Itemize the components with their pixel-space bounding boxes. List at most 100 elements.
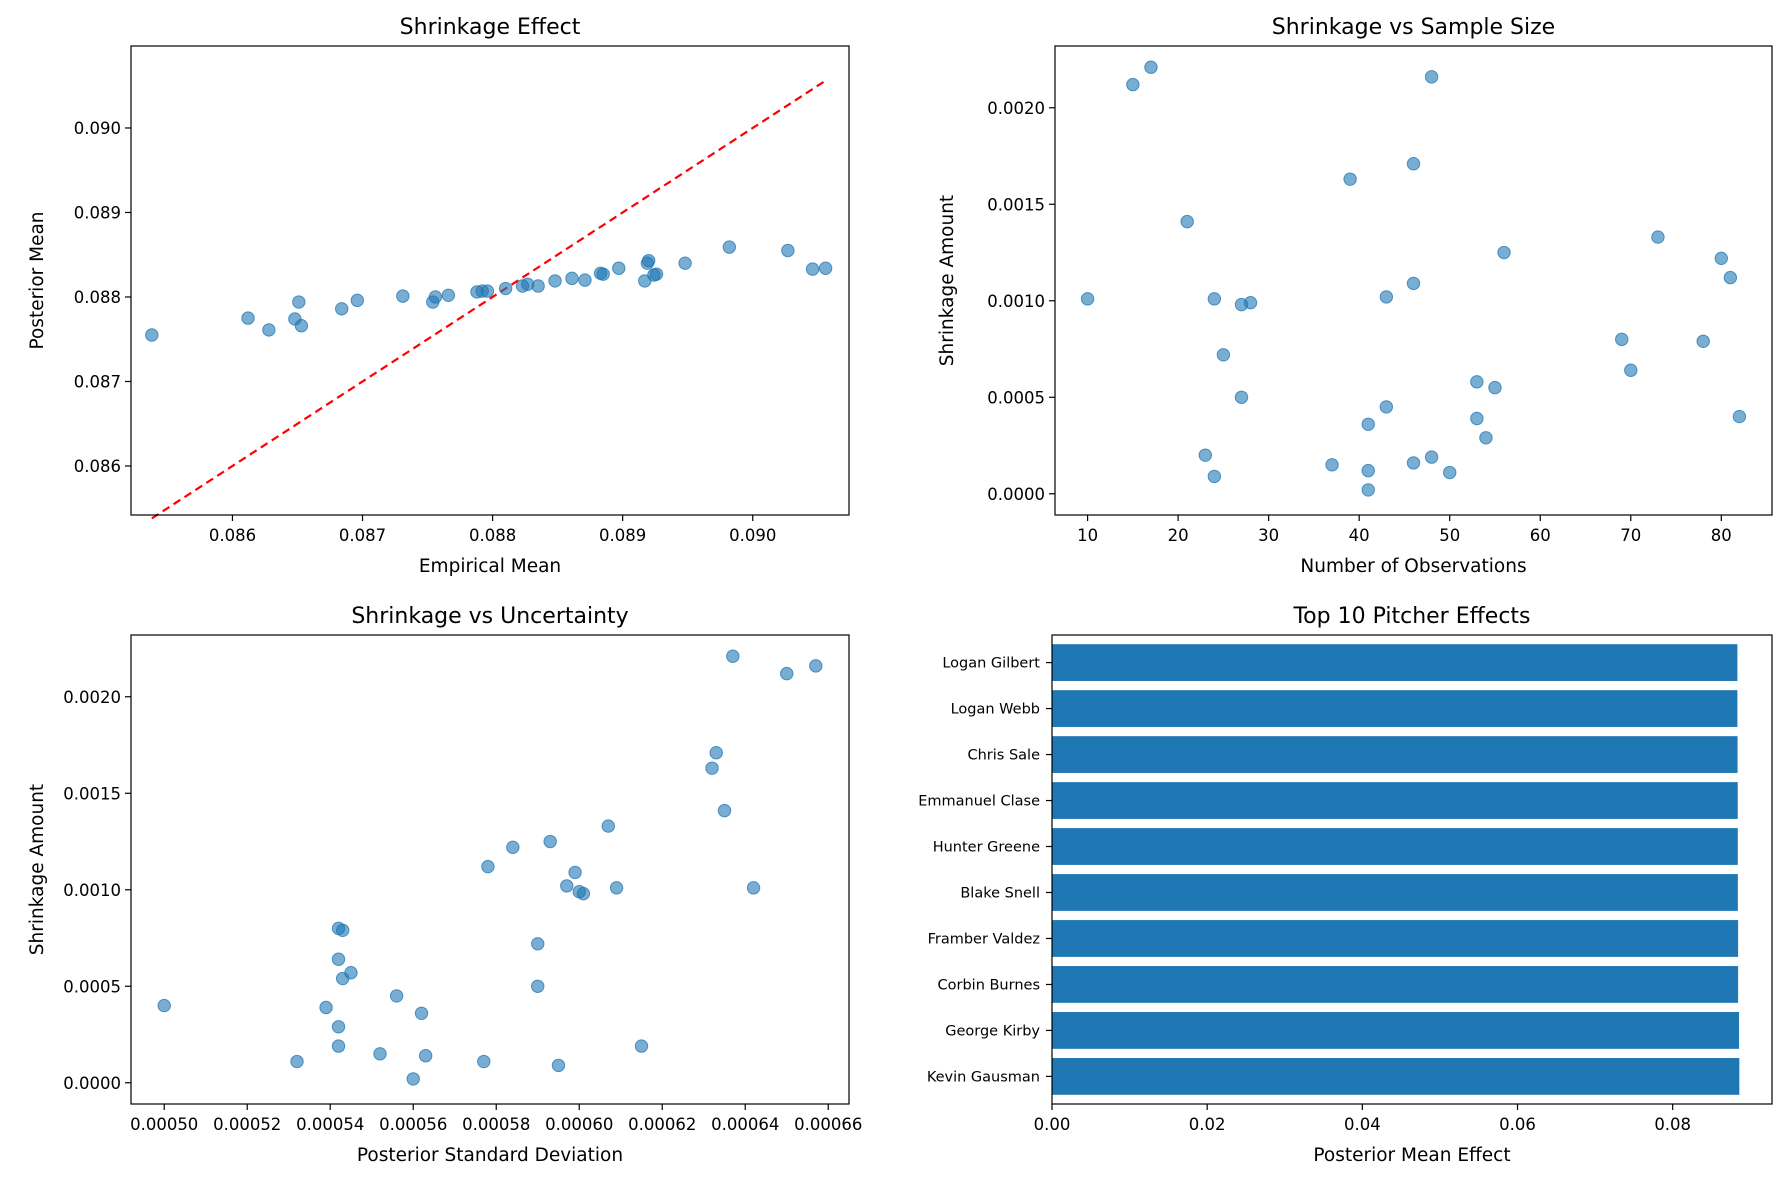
bar (1052, 736, 1738, 773)
axes-frame (130, 45, 850, 516)
y-tick-label: George Kirby (945, 1023, 1040, 1039)
x-tick-label: 0.086 (209, 526, 256, 545)
y-tick-label: 0.0015 (63, 784, 121, 803)
x-tick-label: 40 (1349, 526, 1370, 545)
data-point (1361, 417, 1375, 431)
data-point (565, 271, 579, 286)
data-point (1234, 390, 1249, 404)
data-point (641, 253, 656, 268)
x-tick-label: 0.08 (1654, 1115, 1691, 1134)
data-point (319, 1000, 333, 1015)
x-tick-label: 0.00054 (296, 1115, 364, 1134)
x-tick-label: 80 (1711, 526, 1732, 545)
y-tick-label: Logan Webb (951, 702, 1040, 718)
x-tick-label: 0.06 (1499, 1115, 1536, 1134)
bar (1052, 690, 1738, 727)
y-tick-label: 0.086 (74, 457, 121, 476)
data-point (678, 256, 692, 270)
data-point (1424, 70, 1439, 84)
x-tick-label: 0.00050 (130, 1115, 198, 1134)
chart-title: Shrinkage vs Uncertainty (351, 604, 628, 629)
data-point (568, 865, 582, 880)
data-point (1207, 292, 1222, 306)
data-point (576, 886, 591, 901)
y-tick-label: Framber Valdez (928, 931, 1040, 947)
x-tick-label: 0.00 (1034, 1115, 1071, 1134)
y-tick-label: Blake Snell (960, 885, 1040, 901)
data-point (1497, 245, 1511, 260)
data-point (1615, 332, 1629, 347)
x-tick-label: 20 (1168, 526, 1189, 545)
data-point (1651, 230, 1665, 244)
data-point (612, 261, 626, 275)
shrinkage-vs-uncertainty-panel: Shrinkage vs Uncertainty 0.00050 0.00052 0.… (27, 604, 862, 1166)
data-point (396, 289, 410, 303)
bar (1052, 644, 1738, 681)
bar (1052, 782, 1738, 819)
data-point (414, 1006, 429, 1020)
shrinkage-vs-sample-size-panel: Shrinkage vs Sample Size 10 20 30 40 50 60 70 80… (937, 15, 1773, 577)
data-point (1126, 77, 1140, 92)
data-point (1343, 172, 1357, 186)
data-point (331, 1039, 346, 1053)
data-point (389, 989, 404, 1003)
x-tick-label: 0.04 (1344, 1115, 1381, 1134)
data-point (1325, 458, 1339, 472)
y-tick-label: Logan Gilbert (942, 656, 1040, 672)
y-tick-label: Kevin Gausman (927, 1069, 1040, 1085)
y-tick-label: 0.0000 (987, 485, 1045, 504)
chart-title: Shrinkage vs Sample Size (1272, 15, 1555, 40)
y-tick-label: 0.087 (74, 372, 121, 391)
data-point (531, 937, 545, 951)
data-point (543, 834, 557, 849)
data-point (1379, 290, 1394, 304)
axes-frame (1051, 634, 1773, 1105)
y-tick-label: 0.0020 (63, 688, 121, 707)
y-axis-label: Posterior Mean (27, 211, 48, 349)
data-point (1243, 295, 1258, 310)
data-point (818, 261, 833, 275)
x-tick-label: 0.088 (469, 526, 516, 545)
data-point (649, 267, 664, 281)
data-point (418, 1049, 433, 1063)
data-point (157, 998, 171, 1013)
y-tick-label: 0.0010 (63, 881, 121, 900)
data-point (1361, 463, 1375, 478)
data-point (1624, 363, 1638, 377)
bar (1052, 966, 1739, 1003)
x-tick-label: 0.00060 (545, 1115, 613, 1134)
x-tick-label: 0.00052 (213, 1115, 281, 1134)
x-tick-label: 30 (1258, 526, 1279, 545)
y-tick-label: 0.089 (74, 203, 121, 222)
x-tick-label: 10 (1077, 526, 1098, 545)
y-tick-label: 0.088 (74, 288, 121, 307)
data-point (705, 761, 719, 775)
bar (1052, 1012, 1740, 1049)
data-point (809, 659, 823, 673)
top-pitcher-effects-panel: Top 10 Pitcher Effects Logan Gilbert Logan… (918, 604, 1773, 1166)
x-tick-label: 0.00058 (462, 1115, 530, 1134)
data-point (548, 274, 562, 288)
data-point (1470, 411, 1484, 426)
y-tick-label: 0.0015 (987, 195, 1045, 214)
data-point (1443, 465, 1457, 480)
data-point (428, 290, 443, 304)
y-tick-label: 0.090 (74, 119, 121, 138)
data-point (145, 328, 159, 342)
data-point (709, 746, 723, 760)
x-tick-label: 0.090 (729, 526, 776, 545)
data-point (373, 1047, 387, 1061)
data-point (344, 966, 358, 980)
x-tick-label: 0.00066 (794, 1115, 862, 1134)
data-point (1723, 270, 1738, 285)
data-point (290, 1054, 304, 1069)
data-point (531, 979, 545, 993)
chart-title: Top 10 Pitcher Effects (1292, 604, 1530, 629)
data-point (634, 1039, 649, 1053)
data-point (335, 923, 350, 937)
x-axis-label: Posterior Mean Effect (1313, 1145, 1510, 1166)
data-point (531, 279, 545, 293)
data-point (506, 840, 520, 855)
chart-title: Shrinkage Effect (400, 15, 581, 40)
axes-frame (1054, 45, 1773, 516)
